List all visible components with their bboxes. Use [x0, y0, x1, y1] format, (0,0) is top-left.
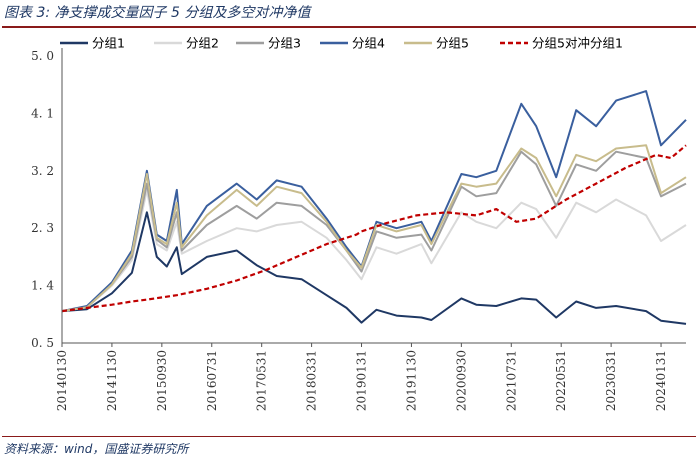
series-line-2	[61, 188, 687, 313]
y-tick-label: 2. 3	[31, 221, 54, 235]
series-line-3	[61, 150, 687, 313]
legend-label-4: 分组4	[352, 36, 385, 51]
y-tick-label: 4. 1	[31, 106, 54, 120]
x-tick-label: 20190131	[355, 350, 369, 411]
series-line-5	[61, 144, 687, 313]
x-tick-label: 20180331	[305, 350, 319, 411]
y-tick-label: 3. 2	[31, 164, 54, 178]
x-tick-label: 20160731	[205, 350, 219, 411]
line-chart: 分组1 分组2 分组3 分组4 分组5 分组5对冲分组1 5. 0 4. 1 3. 2 2. 3…	[31, 36, 687, 411]
x-tick-label: 20240131	[654, 350, 668, 411]
source-divider	[2, 436, 696, 437]
x-tick-label: 20191130	[404, 350, 418, 411]
x-tick-label: 20200930	[454, 350, 468, 411]
series-line-4	[61, 90, 687, 313]
y-tick-label: 1. 4	[31, 279, 54, 293]
x-tick-label: 20141130	[105, 350, 119, 411]
legend-label-3: 分组3	[268, 36, 301, 51]
legend-label-1: 分组1	[92, 36, 125, 51]
series-layer	[61, 90, 687, 325]
x-tick-label: 20230331	[604, 350, 618, 411]
x-tick-label: 20170531	[255, 350, 269, 411]
x-tick-label: 20220531	[554, 350, 568, 411]
x-tick-label: 20210731	[504, 350, 518, 411]
series-line-6	[61, 144, 687, 313]
y-tick-label: 0. 5	[31, 336, 54, 350]
series-line-1	[61, 211, 687, 325]
legend-label-6: 分组5对冲分组1	[532, 36, 623, 51]
legend-label-5: 分组5	[436, 36, 469, 51]
x-tick-label: 20140130	[55, 350, 69, 411]
title-divider	[2, 26, 696, 28]
figure-title: 图表 3: 净支撑成交量因子 5 分组及多空对冲净值	[4, 5, 311, 21]
chart-legend: 分组1 分组2 分组3 分组4 分组5 分组5对冲分组1	[60, 36, 623, 51]
source-note: 资料来源：wind，国盛证券研究所	[4, 442, 189, 456]
legend-label-2: 分组2	[186, 36, 219, 51]
x-tick-label: 20150930	[155, 350, 169, 411]
y-tick-label: 5. 0	[31, 49, 54, 63]
